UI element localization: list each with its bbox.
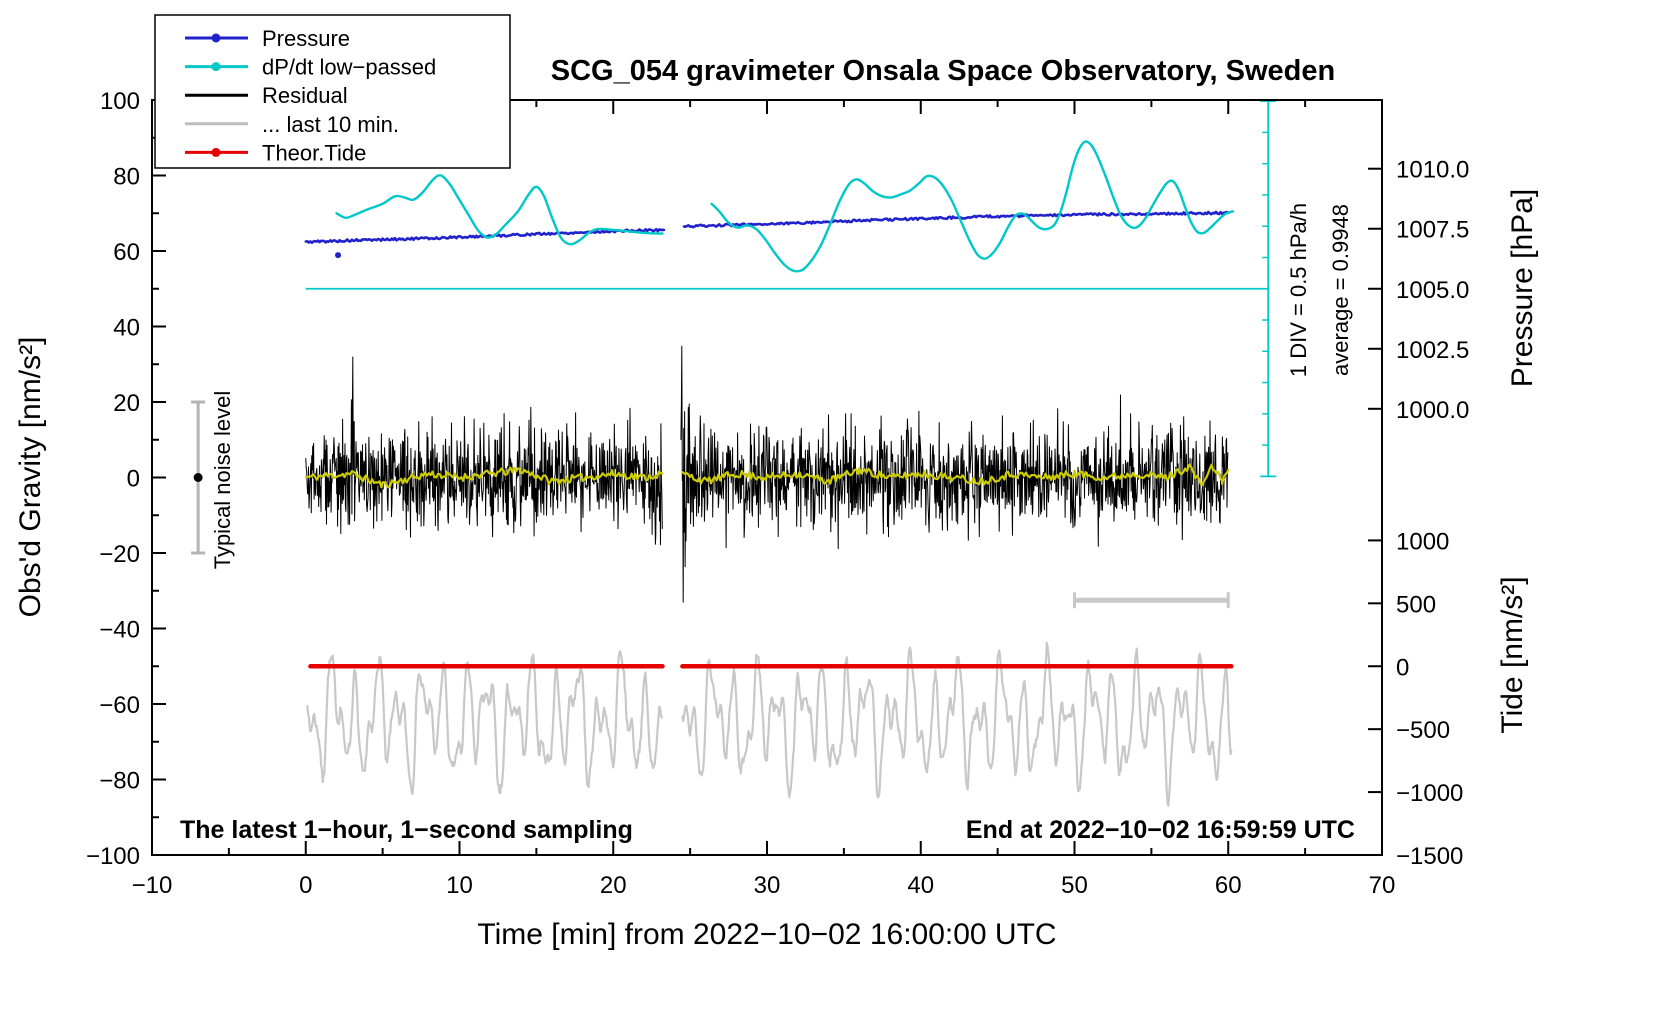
pressure-tick-label: 1007.5 xyxy=(1396,217,1469,244)
series-pressure xyxy=(682,210,1230,229)
div-scale-label: 1 DIV = 0.5 hPa/h xyxy=(1286,203,1311,377)
y-left-tick-label: 0 xyxy=(127,466,140,493)
y-left-tick-label: −80 xyxy=(99,768,140,795)
x-tick-label: −10 xyxy=(132,872,173,899)
series-residual-smoothed xyxy=(681,463,1230,487)
y-left-tick-label: −100 xyxy=(86,843,140,870)
x-tick-label: 30 xyxy=(754,872,781,899)
tide-tick-label: 500 xyxy=(1396,591,1436,618)
y-left-tick-label: −40 xyxy=(99,617,140,644)
y-left-tick-label: −20 xyxy=(99,541,140,568)
tide-tick-label: −500 xyxy=(1396,717,1450,744)
legend-label-dp-dt-low-passed: dP/dt low−passed xyxy=(262,55,436,80)
y-left-tick-label: 100 xyxy=(100,88,140,115)
series-pressure-outlier xyxy=(335,252,342,259)
series-residual xyxy=(305,356,663,546)
pressure-axis-label: Pressure [hPa] xyxy=(1506,189,1539,387)
pressure-tick-label: 1002.5 xyxy=(1396,337,1469,364)
series-residual xyxy=(680,345,1229,603)
tide-tick-label: 1000 xyxy=(1396,528,1449,555)
x-tick-label: 10 xyxy=(446,872,473,899)
series-dp-dt-low-passed xyxy=(335,174,664,246)
last10-bracket xyxy=(1073,592,1230,609)
legend-item-last-10-min: ... last 10 min. xyxy=(185,112,399,137)
y-left-tick-label: 60 xyxy=(113,239,140,266)
legend: Pressure dP/dt low−passed Residual ... last… xyxy=(154,14,511,169)
series-residual-smoothed xyxy=(304,466,664,489)
legend-label-last-10-min: ... last 10 min. xyxy=(262,112,399,137)
legend-label-residual: Residual xyxy=(262,83,348,108)
legend-item-theor-tide: Theor.Tide xyxy=(185,140,366,165)
legend-item-residual: Residual xyxy=(185,83,348,108)
series-layer xyxy=(304,140,1235,807)
tide-axis-label: Tide [nm/s²] xyxy=(1496,576,1529,733)
y-left-tick-label: 20 xyxy=(113,390,140,417)
legend-item-pressure: Pressure xyxy=(185,26,350,51)
sampling-annotation: The latest 1−hour, 1−second sampling xyxy=(180,816,633,844)
x-axis-label: Time [min] from 2022−10−02 16:00:00 UTC xyxy=(477,918,1056,951)
typical-noise-level-bar xyxy=(191,400,206,555)
series-dp-dt-low-passed xyxy=(710,140,1235,273)
y-left-tick-label: −60 xyxy=(99,692,140,719)
pressure-tick-label: 1000.0 xyxy=(1396,397,1469,424)
x-tick-label: 40 xyxy=(907,872,934,899)
frame-layer: −10 0 10 20 30 40 50 60 70−100−80−60−40−20020406… xyxy=(86,88,1469,899)
x-tick-label: 50 xyxy=(1061,872,1088,899)
y-left-tick-label: 80 xyxy=(113,164,140,191)
average-label: average = 0.9948 xyxy=(1328,204,1353,376)
series-last-10-min-residual xyxy=(681,642,1233,807)
typical-noise-level-label: Typical noise level xyxy=(210,391,235,570)
x-tick-label: 70 xyxy=(1369,872,1396,899)
series-last-10-min-residual xyxy=(306,650,663,795)
tide-tick-label: 0 xyxy=(1396,654,1409,681)
legend-item-dp-dt-low-passed: dP/dt low−passed xyxy=(185,55,436,80)
pressure-tick-label: 1005.0 xyxy=(1396,277,1469,304)
chart-title: SCG_054 gravimeter Onsala Space Observat… xyxy=(551,55,1335,87)
x-tick-label: 60 xyxy=(1215,872,1242,899)
y-left-tick-label: 40 xyxy=(113,315,140,342)
legend-label-theor-tide: Theor.Tide xyxy=(262,140,366,165)
decorations-layer xyxy=(191,100,1277,609)
tide-tick-label: −1500 xyxy=(1396,843,1463,870)
legend-label-pressure: Pressure xyxy=(262,26,350,51)
x-tick-label: 20 xyxy=(600,872,627,899)
pressure-tick-label: 1010.0 xyxy=(1396,157,1469,184)
y-left-axis-label: Obs'd Gravity [nm/s²] xyxy=(14,337,47,618)
tide-tick-label: −1000 xyxy=(1396,780,1463,807)
end-time-annotation: End at 2022−10−02 16:59:59 UTC xyxy=(966,816,1355,844)
div-scale-bar xyxy=(1260,100,1277,478)
x-tick-label: 0 xyxy=(299,872,312,899)
